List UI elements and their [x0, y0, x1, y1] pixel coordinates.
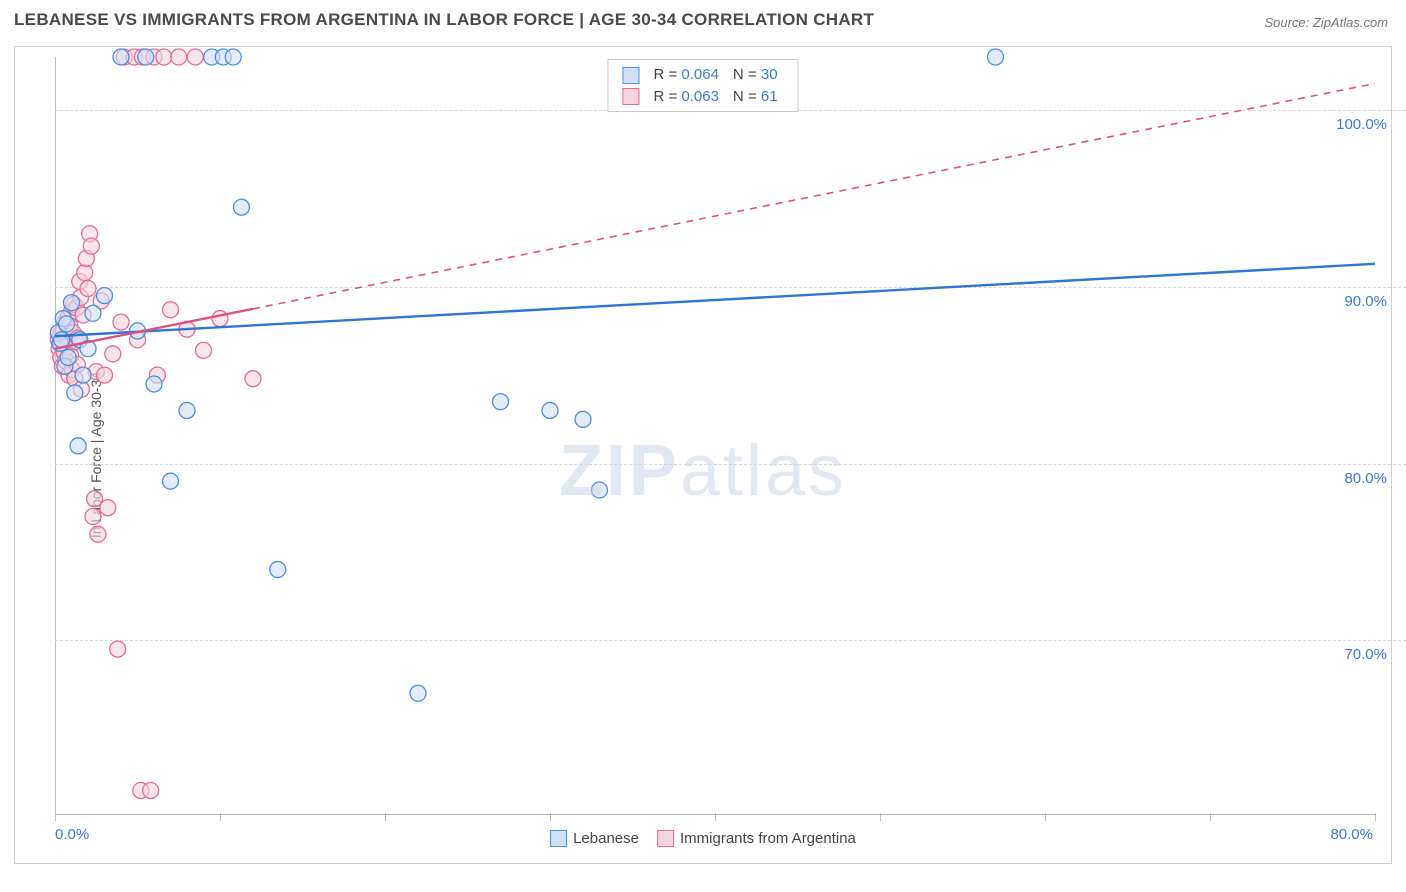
- legend-series: Lebanese Immigrants from Argentina: [550, 830, 856, 847]
- title-bar: LEBANESE VS IMMIGRANTS FROM ARGENTINA IN…: [0, 0, 1406, 38]
- legend-item-0: Lebanese: [550, 830, 639, 847]
- r-label-0: R =: [653, 66, 681, 83]
- n-label-1: N =: [733, 88, 761, 105]
- n-label-0: N =: [733, 66, 761, 83]
- legend-correlation: R = 0.064 N = 30 R = 0.063 N = 61: [607, 59, 798, 112]
- legend-label-0: Lebanese: [573, 830, 639, 847]
- legend-item-1: Immigrants from Argentina: [657, 830, 856, 847]
- swatch-bottom-0: [550, 830, 567, 847]
- x-tick-label-max: 80.0%: [1330, 826, 1373, 843]
- r-value-1: 0.063: [681, 88, 719, 105]
- source-label: Source: ZipAtlas.com: [1264, 15, 1388, 30]
- legend-row-series-1: R = 0.063 N = 61: [618, 86, 787, 108]
- r-label-1: R =: [653, 88, 681, 105]
- chart-title: LEBANESE VS IMMIGRANTS FROM ARGENTINA IN…: [14, 10, 874, 30]
- x-tick-label-min: 0.0%: [55, 826, 89, 843]
- r-value-0: 0.064: [681, 66, 719, 83]
- swatch-bottom-1: [657, 830, 674, 847]
- n-value-1: 61: [761, 88, 778, 105]
- legend-label-1: Immigrants from Argentina: [680, 830, 856, 847]
- chart-container: LEBANESE VS IMMIGRANTS FROM ARGENTINA IN…: [0, 0, 1406, 892]
- n-value-0: 30: [761, 66, 778, 83]
- legend-row-series-0: R = 0.064 N = 30: [618, 64, 787, 86]
- swatch-series-0: [622, 67, 639, 84]
- x-tick-mark: [1375, 813, 1376, 821]
- swatch-series-1: [622, 88, 639, 105]
- chart-frame: In Labor Force | Age 30-34 70.0%80.0%90.…: [14, 46, 1392, 864]
- plot-svg: [55, 57, 1375, 817]
